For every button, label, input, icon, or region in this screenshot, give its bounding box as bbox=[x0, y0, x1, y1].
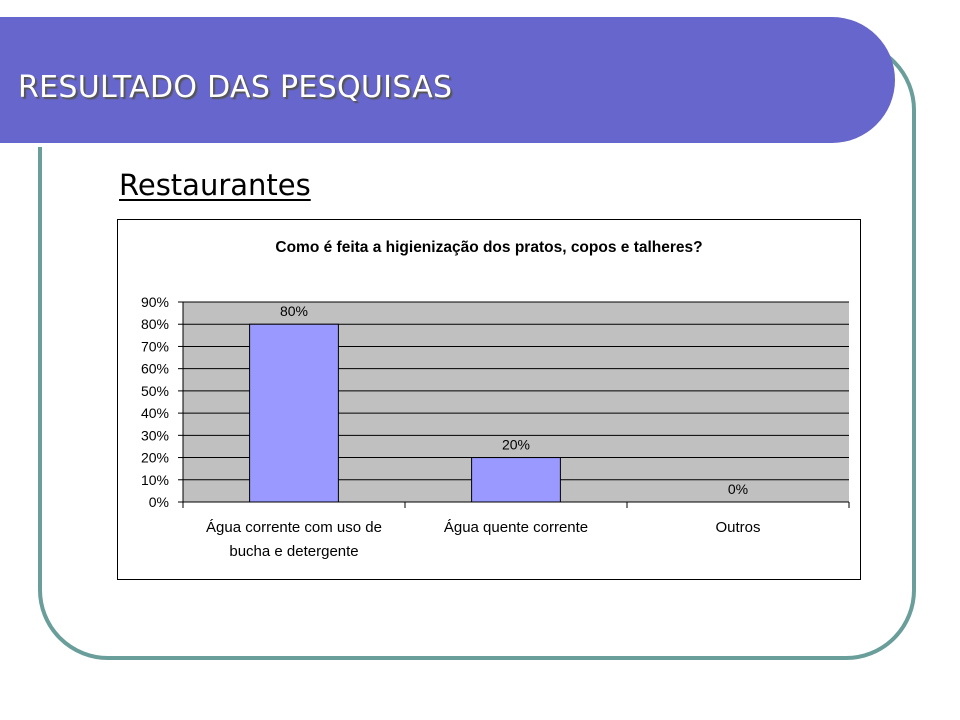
y-tick-label: 60% bbox=[141, 361, 169, 377]
slide-title: RESULTADO DAS PESQUISAS bbox=[18, 70, 453, 105]
chart-container: 0% 10% 20% 30% 40% 50% 60% 70% 80% 90% 80% Água cor… bbox=[117, 219, 861, 580]
chart-title: Como é feita a higienização dos pratos, … bbox=[275, 239, 702, 256]
x-category-label: Outros bbox=[715, 519, 760, 536]
header-divider bbox=[0, 143, 848, 147]
y-tick-label: 70% bbox=[141, 338, 169, 354]
x-category-label: Água quente corrente bbox=[444, 519, 588, 536]
y-tick-label: 10% bbox=[141, 472, 169, 488]
y-tick-label: 20% bbox=[141, 450, 169, 466]
x-category-label: bucha e detergente bbox=[229, 543, 358, 560]
bar bbox=[471, 457, 561, 503]
bar-chart: 0% 10% 20% 30% 40% 50% 60% 70% 80% 90% 80% Água cor… bbox=[141, 239, 850, 560]
y-tick-label: 40% bbox=[141, 405, 169, 421]
y-tick-label: 50% bbox=[141, 383, 169, 399]
y-tick-label: 90% bbox=[141, 294, 169, 310]
y-tick-label: 80% bbox=[141, 316, 169, 332]
bar bbox=[249, 323, 339, 503]
data-label: 80% bbox=[280, 303, 308, 319]
slide-subtitle: Restaurantes bbox=[119, 168, 311, 202]
y-tick-label: 30% bbox=[141, 427, 169, 443]
data-label: 20% bbox=[502, 437, 530, 453]
x-category-label: Água corrente com uso de bbox=[206, 519, 382, 536]
header-band bbox=[0, 17, 895, 147]
y-tick-label: 0% bbox=[149, 494, 169, 510]
data-label: 0% bbox=[728, 481, 748, 497]
